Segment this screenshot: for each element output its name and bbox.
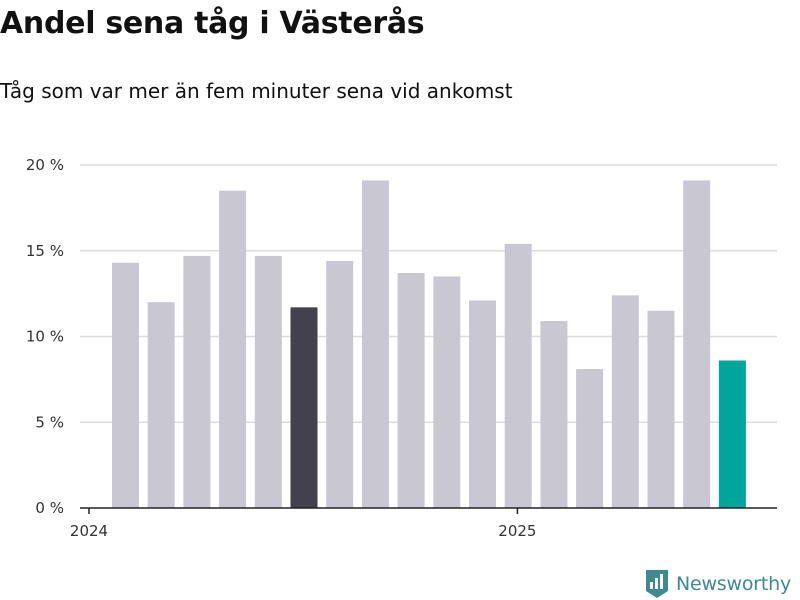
- logo-text: Newsworthy: [676, 573, 792, 595]
- y-tick-label: 5 %: [35, 413, 64, 431]
- y-tick-label: 10 %: [26, 328, 64, 346]
- bar: [683, 180, 711, 508]
- bars: [112, 180, 746, 508]
- bar: [147, 302, 175, 508]
- bar: [183, 255, 211, 508]
- bar: [718, 360, 746, 508]
- y-tick-label: 0 %: [35, 499, 64, 517]
- x-tick-label: 2025: [498, 522, 536, 540]
- bar: [611, 295, 639, 508]
- bar: [433, 276, 461, 508]
- newsworthy-chart-icon: [646, 570, 668, 598]
- newsworthy-logo: Newsworthy: [644, 569, 791, 599]
- bar: [647, 310, 675, 508]
- bar: [540, 321, 568, 508]
- bar: [219, 190, 247, 508]
- bar: [290, 307, 318, 508]
- y-tick-label: 20 %: [26, 156, 64, 174]
- bar: [361, 180, 389, 508]
- bar: [469, 300, 496, 508]
- axes: 0 % 5 % 10 % 15 % 20 % 2024 2025: [26, 156, 777, 540]
- bar: [326, 261, 354, 508]
- bar: [254, 255, 282, 508]
- bar: [576, 369, 604, 508]
- bar-chart: 0 % 5 % 10 % 15 % 20 % 2024 2025: [26, 156, 777, 540]
- chart-title: Andel sena tåg i Västerås: [0, 6, 425, 41]
- bar: [397, 273, 425, 508]
- chart-subtitle: Tåg som var mer än fem minuter sena vid …: [0, 79, 513, 103]
- x-tick-label: 2024: [70, 522, 108, 540]
- bar: [112, 262, 139, 508]
- bar: [504, 243, 532, 508]
- y-tick-label: 15 %: [26, 242, 64, 260]
